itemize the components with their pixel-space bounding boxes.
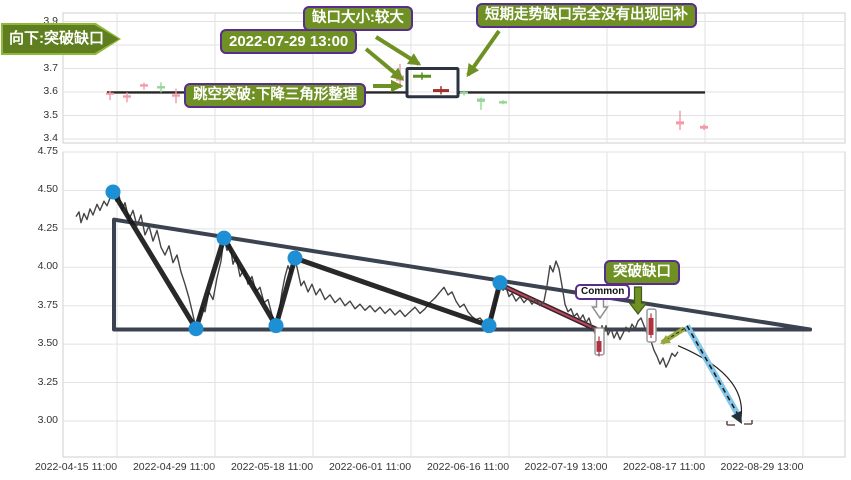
x-tick-label: 2022-08-17 11:00 xyxy=(622,461,706,473)
annotation-arrow xyxy=(364,47,404,81)
y-tick-label: 3.00 xyxy=(37,413,58,426)
annotation-arrow xyxy=(374,35,422,66)
downward-breakout-gap-banner: 向下:突破缺口 xyxy=(1,23,121,55)
annotation-arrow xyxy=(466,29,501,78)
x-tick-label: 2022-04-15 11:00 xyxy=(34,461,118,473)
y-tick-label: 4.25 xyxy=(37,221,58,234)
candle-body xyxy=(106,92,114,95)
candle-body xyxy=(499,101,507,104)
y-tick-label: 3.4 xyxy=(43,132,58,144)
top-panel xyxy=(62,12,846,144)
projection-arrow-shaft xyxy=(684,324,742,418)
y-tick-label: 3.75 xyxy=(37,298,58,311)
candle-body xyxy=(460,91,468,94)
x-tick-label: 2022-07-19 13:00 xyxy=(524,461,608,473)
y-tick-label: 4.00 xyxy=(37,260,58,273)
pivot-dot xyxy=(268,318,284,334)
pivot-dot xyxy=(105,184,121,200)
candle-body xyxy=(123,95,131,98)
candle-body xyxy=(700,125,708,129)
measure-arrow-dashes xyxy=(661,328,685,344)
candle-body xyxy=(172,94,180,97)
x-tick-label: 2022-06-01 11:00 xyxy=(328,461,412,473)
pivot-dot xyxy=(188,321,204,337)
y-tick-label: 3.25 xyxy=(37,375,58,388)
jump-breakout-label: 跳空突破:下降三角形整理 xyxy=(184,83,367,108)
breakout-line xyxy=(500,284,601,332)
x-tick-label: 2022-08-29 13:00 xyxy=(720,461,804,473)
projection-arc xyxy=(677,345,743,418)
x-tick-label: 2022-05-18 11:00 xyxy=(230,461,314,473)
y-tick-label: 3.6 xyxy=(43,85,58,97)
pivot-dot xyxy=(216,230,232,246)
measure-arrow-head xyxy=(660,335,671,344)
target-bracket-left xyxy=(726,421,735,426)
candle-body xyxy=(676,121,684,125)
y-tick-label: 3.5 xyxy=(43,108,58,121)
gap-size-label: 缺口大小:较大 xyxy=(303,6,413,31)
highlight-candle-body xyxy=(596,341,602,352)
candle-body xyxy=(157,86,165,89)
candle-body xyxy=(477,98,485,102)
breakout-gap-label: 突破缺口 xyxy=(604,260,680,285)
bottom-panel xyxy=(62,151,846,458)
y-tick-label: 4.50 xyxy=(37,183,58,196)
x-tick-label: 2022-04-29 11:00 xyxy=(132,461,216,473)
breakout-gap-pointer-arrow xyxy=(628,286,648,315)
target-bracket-right xyxy=(744,420,753,425)
highlight-candle-body xyxy=(648,317,654,335)
gap-highlight-box xyxy=(405,67,460,99)
pivot-dot xyxy=(287,250,303,266)
pivot-dot xyxy=(492,275,508,291)
pivot-dot xyxy=(481,318,497,334)
gap-timestamp-label: 2022-07-29 13:00 xyxy=(220,29,358,54)
common-label: Common xyxy=(575,284,631,300)
y-tick-label: 4.75 xyxy=(37,145,58,157)
projection-arrow-head xyxy=(731,411,742,424)
y-tick-label: 3.50 xyxy=(37,337,58,350)
x-tick-label: 2022-06-16 11:00 xyxy=(426,461,510,473)
candle-body xyxy=(140,84,148,87)
no-backfill-label: 短期走势缺口完全没有出现回补 xyxy=(476,3,697,28)
y-tick-label: 3.7 xyxy=(43,61,58,74)
downward-breakout-gap-banner-text: 向下:突破缺口 xyxy=(3,25,119,53)
